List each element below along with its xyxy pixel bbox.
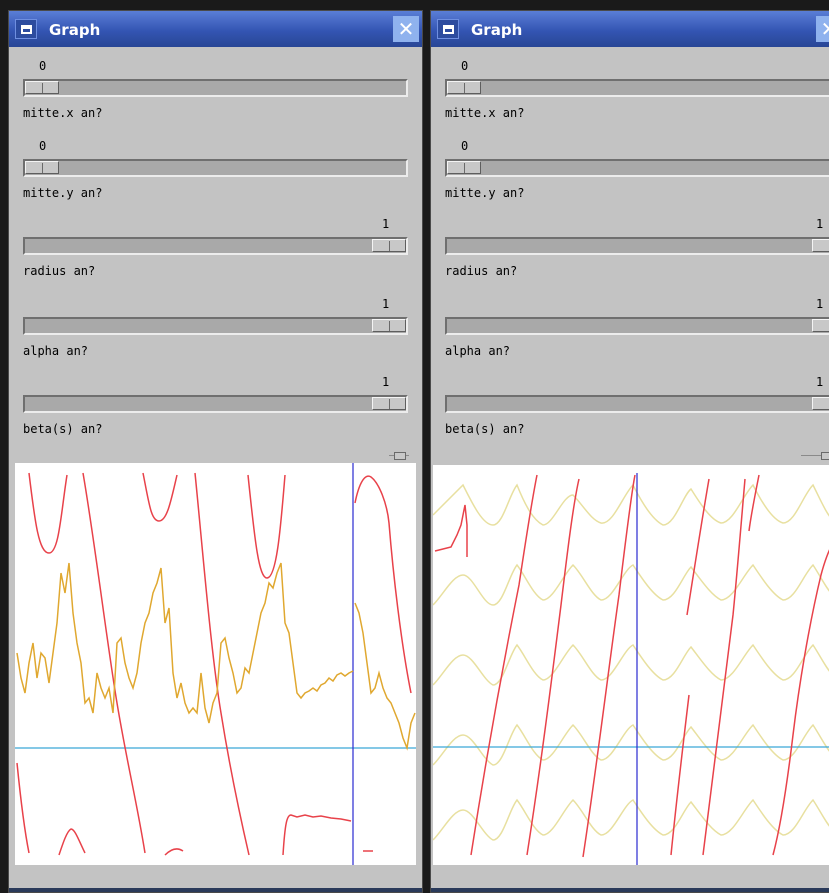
slider-track[interactable] [445, 317, 829, 335]
red-curve [194, 472, 250, 856]
divider [801, 455, 829, 456]
slider-radius: 1 radius an? [431, 217, 829, 287]
orange-curve [16, 562, 354, 724]
slider-thumb[interactable] [372, 319, 406, 332]
slider-alpha: 1 alpha an? [9, 297, 422, 367]
pale-curve [433, 643, 829, 686]
slider-thumb[interactable] [447, 81, 481, 94]
slider-mitte-y: 0 mitte.y an? [431, 139, 829, 209]
orange-curve [354, 602, 416, 751]
slider-label: radius an? [23, 264, 96, 278]
slider-thumb[interactable] [25, 161, 59, 174]
title-bar[interactable]: Graph ✕ [431, 11, 829, 47]
slider-value: 1 [382, 217, 390, 231]
slider-track[interactable] [23, 159, 408, 177]
slider-label: mitte.y an? [445, 186, 525, 200]
slider-thumb[interactable] [812, 397, 829, 410]
slider-label: alpha an? [23, 344, 89, 358]
slider-value: 1 [382, 297, 390, 311]
slider-value: 0 [39, 139, 47, 153]
slider-value: 0 [461, 59, 469, 73]
title-bar[interactable]: Graph ✕ [9, 11, 422, 47]
window-icon [442, 24, 454, 34]
red-curve [582, 474, 636, 858]
slider-label: beta(s) an? [445, 422, 525, 436]
window-icon [20, 24, 32, 34]
slider-label: mitte.x an? [23, 106, 103, 120]
slider-value: 1 [816, 297, 824, 311]
slider-track[interactable] [445, 237, 829, 255]
window-title: Graph [471, 21, 523, 39]
slider-track[interactable] [445, 79, 829, 97]
red-curve [282, 814, 352, 856]
slider-track[interactable] [445, 395, 829, 413]
slider-mitte-y: 0 mitte.y an? [9, 139, 422, 209]
slider-value: 1 [816, 217, 824, 231]
red-curve [470, 474, 538, 856]
graph-canvas[interactable] [433, 465, 829, 865]
bottom-bar [9, 888, 422, 892]
red-curve [702, 478, 746, 856]
pale-curve [433, 723, 829, 766]
slider-label: mitte.x an? [445, 106, 525, 120]
slider-label: beta(s) an? [23, 422, 103, 436]
slider-track[interactable] [445, 159, 829, 177]
resize-handle[interactable] [821, 452, 829, 460]
slider-label: radius an? [445, 264, 518, 278]
red-curve [82, 472, 146, 854]
graph-plot [15, 463, 416, 865]
resize-handle[interactable] [394, 452, 406, 460]
slider-label: mitte.y an? [23, 186, 103, 200]
red-curve [670, 694, 690, 856]
close-icon: ✕ [821, 17, 829, 41]
red-curve [164, 848, 184, 856]
window-menu-button[interactable] [437, 19, 459, 39]
red-curve [686, 478, 710, 616]
slider-radius: 1 radius an? [9, 217, 422, 287]
red-curve [247, 474, 286, 579]
slider-value: 1 [382, 375, 390, 389]
slider-alpha: 1 alpha an? [431, 297, 829, 367]
slider-thumb[interactable] [25, 81, 59, 94]
red-curve [354, 475, 412, 694]
red-curve [58, 828, 86, 856]
graph-window-right: Graph ✕ 0 mitte.x an? 0 mitte.y an? 1 ra… [430, 10, 829, 893]
red-curve [434, 504, 468, 557]
close-icon: ✕ [397, 17, 415, 41]
graph-plot [433, 473, 829, 865]
red-curve [748, 474, 760, 532]
slider-thumb[interactable] [447, 161, 481, 174]
red-curve [526, 478, 580, 856]
close-button[interactable]: ✕ [816, 16, 829, 42]
red-curve [28, 472, 68, 554]
red-curve [772, 549, 829, 856]
red-curve [16, 762, 30, 854]
close-button[interactable]: ✕ [393, 16, 419, 42]
window-menu-button[interactable] [15, 19, 37, 39]
slider-beta: 1 beta(s) an? [431, 375, 829, 445]
slider-mitte-x: 0 mitte.x an? [9, 59, 422, 129]
slider-label: alpha an? [445, 344, 511, 358]
slider-track[interactable] [23, 79, 408, 97]
graph-canvas[interactable] [15, 463, 416, 865]
window-title: Graph [49, 21, 101, 39]
slider-thumb[interactable] [372, 239, 406, 252]
slider-track[interactable] [23, 317, 408, 335]
slider-beta: 1 beta(s) an? [9, 375, 422, 445]
slider-thumb[interactable] [812, 319, 829, 332]
slider-value: 0 [39, 59, 47, 73]
slider-value: 0 [461, 139, 469, 153]
slider-value: 1 [816, 375, 824, 389]
graph-window-left: Graph ✕ 0 mitte.x an? 0 mitte.y an? 1 ra… [8, 10, 423, 893]
slider-thumb[interactable] [372, 397, 406, 410]
red-curve [142, 472, 178, 522]
pale-curve [433, 798, 829, 841]
slider-track[interactable] [23, 237, 408, 255]
pale-curve [433, 563, 829, 606]
slider-mitte-x: 0 mitte.x an? [431, 59, 829, 129]
bottom-bar [431, 888, 829, 892]
slider-thumb[interactable] [812, 239, 829, 252]
slider-track[interactable] [23, 395, 408, 413]
